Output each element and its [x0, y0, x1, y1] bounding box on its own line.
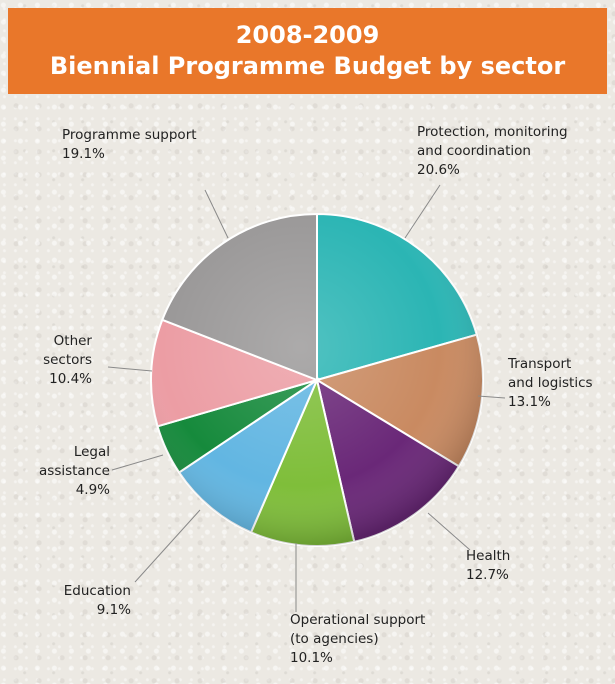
leader-line [107, 366, 153, 372]
slice-label: Programme support 19.1% [62, 127, 197, 162]
slice-label: Transport and logistics 13.1% [507, 356, 593, 410]
slice-name: Legal [74, 444, 110, 460]
slice-value: 10.4% [49, 371, 92, 387]
slice-value: 19.1% [62, 146, 105, 162]
slice-label: Health 12.7% [466, 548, 510, 583]
slice-labels: Protection, monitoring and coordination 20… [39, 124, 593, 666]
slice-name: Transport [507, 356, 571, 372]
slice-label: Protection, monitoring and coordination 20… [417, 124, 568, 178]
slice-name: Education [64, 583, 131, 599]
slice-name: (to agencies) [290, 631, 379, 647]
chart-title-line1: 2008-2009 [235, 21, 380, 49]
slice-value: 12.7% [466, 567, 509, 583]
slice-name: and coordination [417, 143, 531, 159]
slice-value: 13.1% [508, 394, 551, 410]
slice-name: and logistics [508, 375, 593, 391]
slice-label: Legal assistance 4.9% [39, 444, 110, 498]
slice-label: Education 9.1% [64, 583, 131, 618]
slice-name: Health [466, 548, 510, 564]
slice-value: 4.9% [76, 482, 110, 498]
slice-value: 10.1% [290, 650, 333, 666]
slice-label: Operational support (to agencies) 10.1% [290, 612, 425, 666]
leader-line [477, 395, 506, 399]
leader-line [111, 454, 164, 471]
slice-name: Other [54, 333, 93, 349]
slice-name: Protection, monitoring [417, 124, 568, 140]
slice-value: 9.1% [97, 602, 131, 618]
slice-name: Operational support [290, 612, 425, 628]
slice-label: Other sectors 10.4% [43, 333, 92, 387]
leader-line [404, 184, 441, 239]
slice-name: sectors [43, 352, 92, 368]
chart-title-line2: Biennial Programme Budget by sector [49, 52, 566, 80]
pie-shading [151, 214, 483, 546]
leader-line [427, 512, 471, 551]
slice-value: 20.6% [417, 162, 460, 178]
slice-name: assistance [39, 463, 110, 479]
leader-line [204, 189, 229, 239]
leader-line [134, 509, 201, 583]
slice-name: Programme support [62, 127, 197, 143]
chart-header: 2008-2009 Biennial Programme Budget by s… [8, 8, 607, 94]
leader-lines [107, 184, 506, 612]
